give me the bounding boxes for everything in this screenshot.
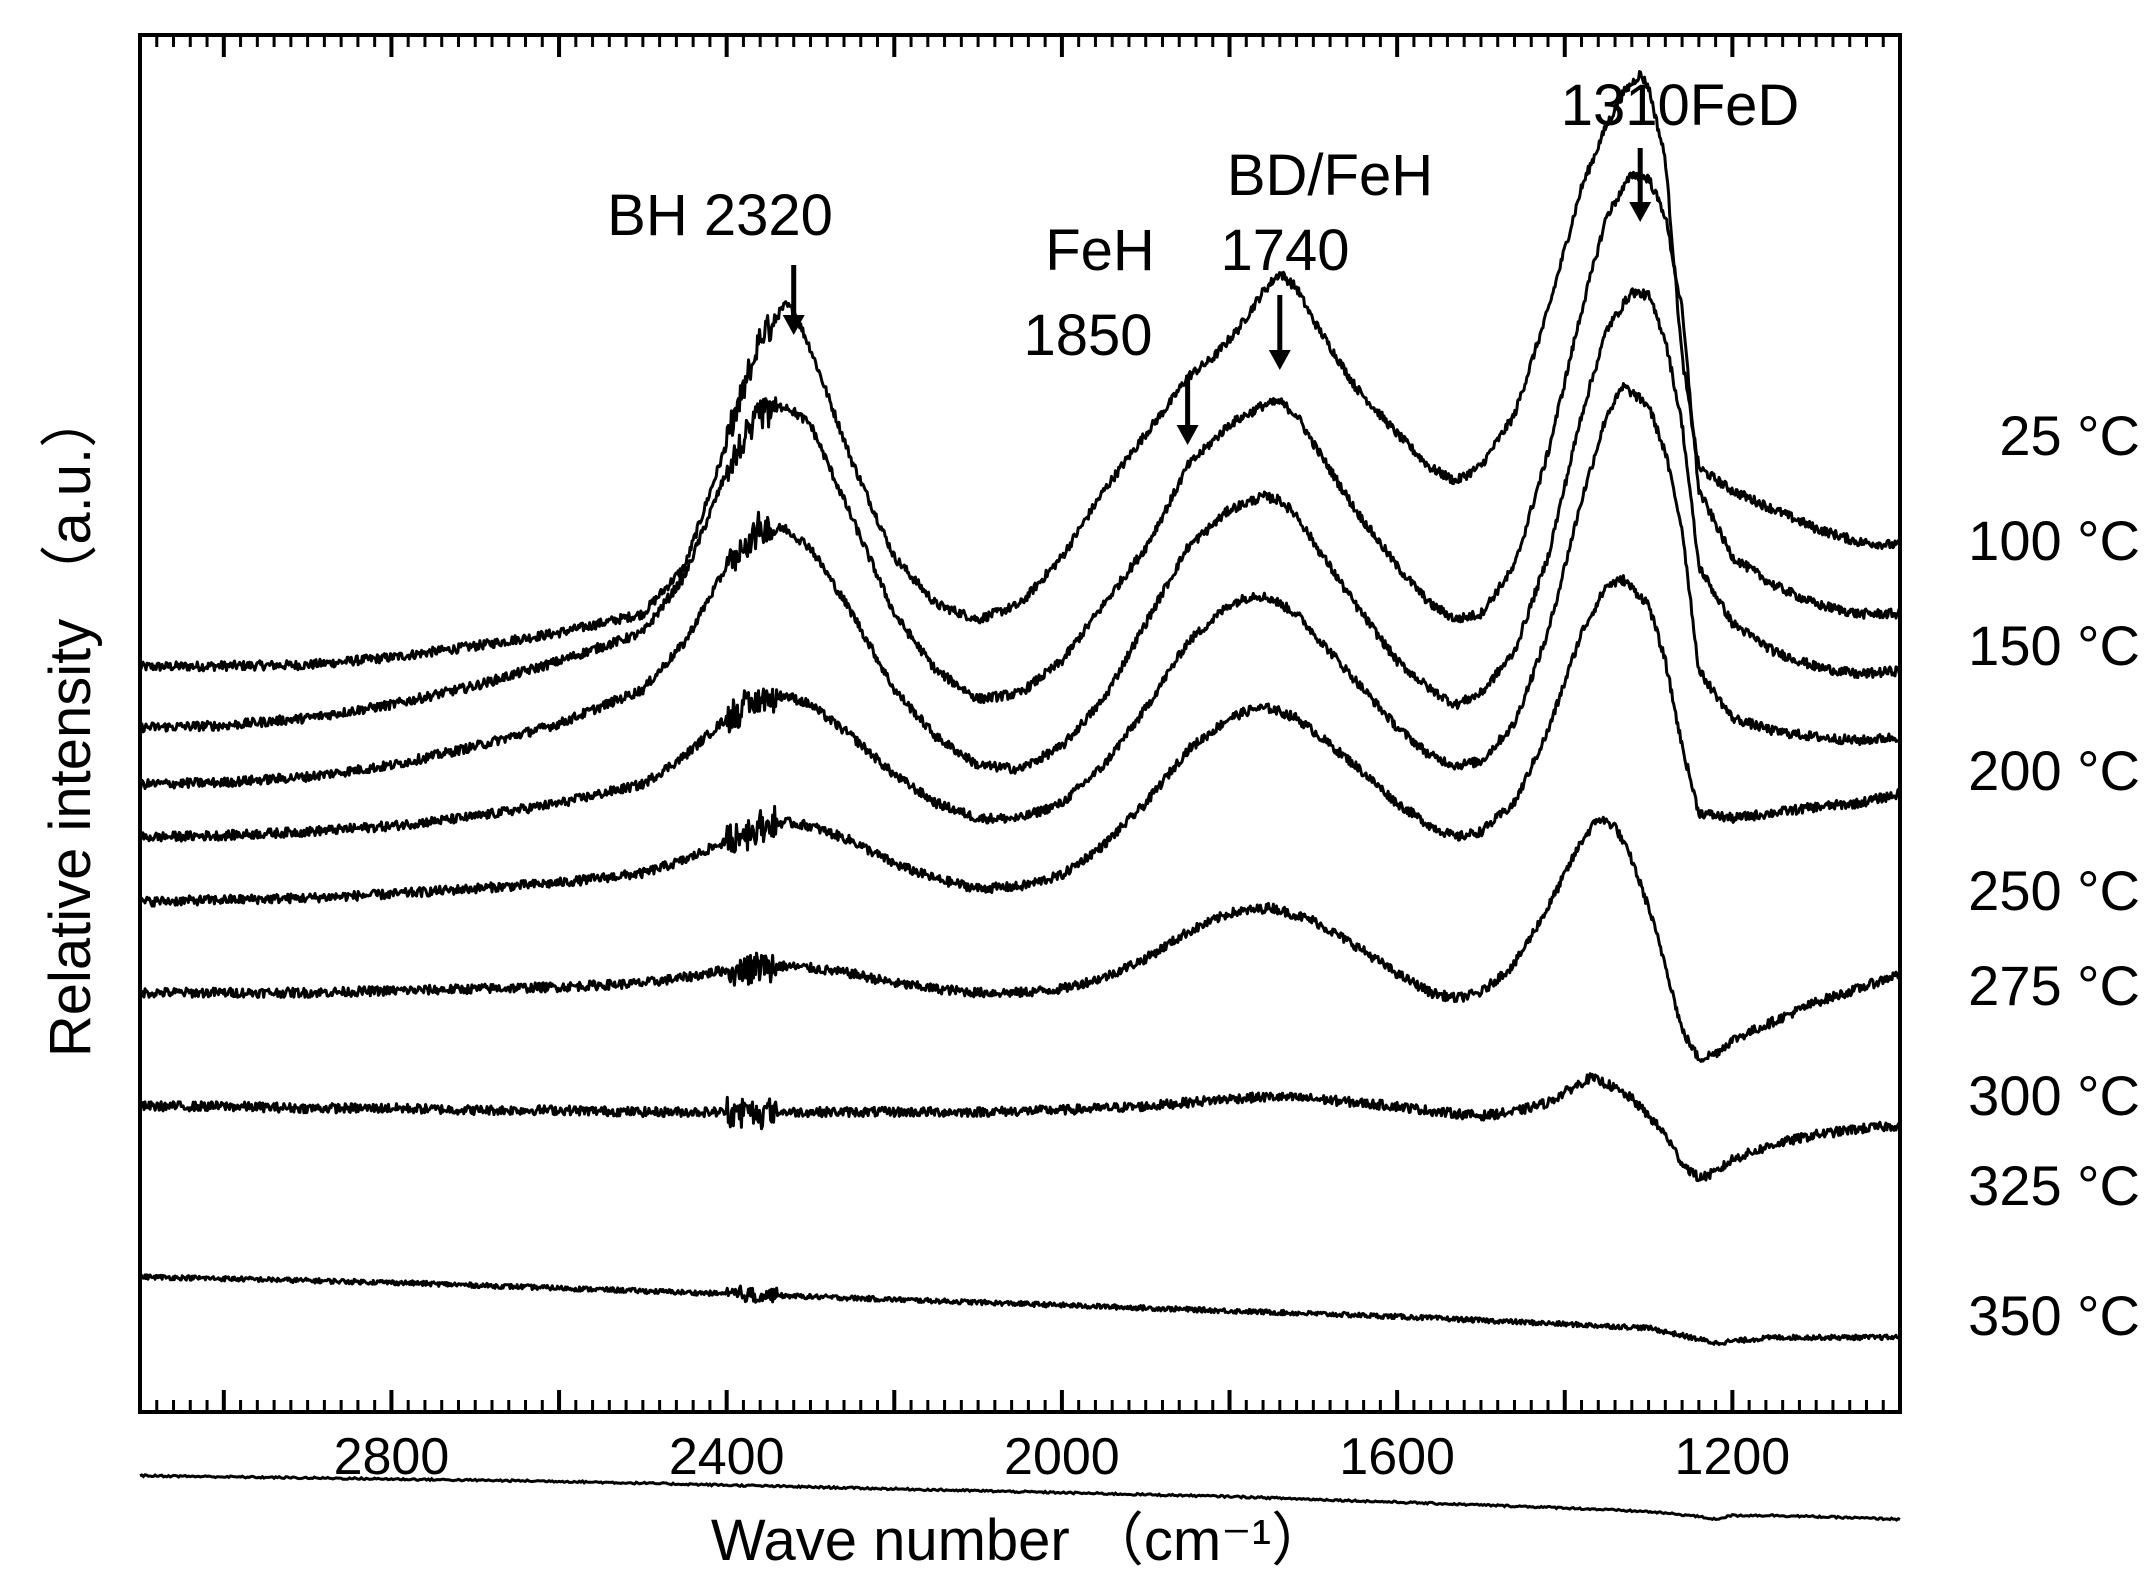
annotation-arrowhead [1268, 350, 1291, 370]
annotation-arrowhead [782, 315, 805, 335]
axis-ticks [138, 35, 1902, 1412]
series-label: 100 °C [1968, 509, 2140, 572]
spectrum-line-3 [138, 382, 1902, 843]
series-label: 150 °C [1968, 614, 2140, 677]
spectra-series [138, 70, 1902, 1522]
series-label: 25 °C [1999, 404, 2140, 467]
spectrum-line-8 [139, 1473, 1901, 1522]
annotation-bdfeh-value: 1740 [1220, 218, 1349, 283]
x-tick-label: 2000 [1004, 1428, 1120, 1486]
spectrum-line-4 [138, 574, 1901, 908]
plot-frame [138, 33, 1902, 1414]
series-label: 200 °C [1968, 739, 2140, 802]
spectrum-line-5 [138, 815, 1901, 1063]
annotation-arrowhead [1629, 202, 1652, 222]
y-axis-label: Relative intensity （a.u.） [38, 390, 103, 1057]
spectrum-line-7 [138, 1273, 1901, 1347]
annotation-feh-value: 1850 [1023, 303, 1152, 368]
series-labels: 25 °C 100 °C 150 °C 200 °C 250 °C 275 °C 300 °… [1968, 404, 2140, 1347]
series-label: 325 °C [1968, 1154, 2140, 1217]
peak-annotations: BH 2320 FeH 1850 BD/FeH 1740 1310FeD [607, 73, 1799, 445]
x-axis-label: Wave number （cm⁻¹） [711, 1508, 1329, 1573]
annotation-bh: BH 2320 [607, 183, 833, 248]
x-tick-label: 2800 [334, 1428, 450, 1486]
series-label: 275 °C [1968, 954, 2140, 1017]
x-tick-label: 1600 [1339, 1428, 1455, 1486]
series-label: 300 °C [1968, 1064, 2140, 1127]
x-tick-labels: 2800 2400 2000 1600 1200 [334, 1428, 1791, 1486]
spectrum-line-2 [138, 287, 1902, 791]
annotation-arrowhead [1176, 425, 1199, 445]
plot-border [138, 33, 1902, 1414]
x-tick-label: 2400 [669, 1428, 785, 1486]
x-tick-label: 1200 [1675, 1428, 1791, 1486]
spectrum-line-0 [138, 70, 1902, 673]
series-label: 250 °C [1968, 859, 2140, 922]
annotation-fed: 1310FeD [1561, 73, 1800, 138]
annotation-feh: FeH [1045, 218, 1155, 283]
spectrum-line-1 [138, 170, 1902, 734]
annotation-bdfeh: BD/FeH [1227, 143, 1433, 208]
series-label: 350 °C [1968, 1284, 2140, 1347]
spectrum-line-6 [138, 1072, 1902, 1183]
